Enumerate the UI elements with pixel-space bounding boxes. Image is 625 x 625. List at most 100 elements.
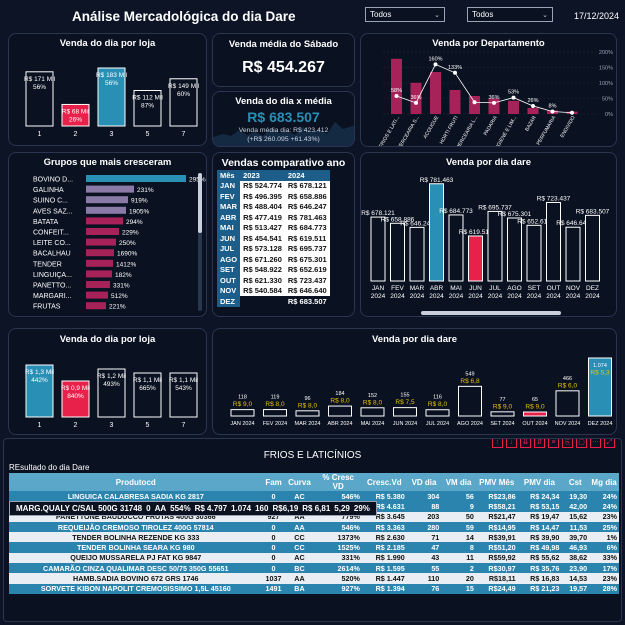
y-tick-label: PANETTO... — [33, 283, 71, 290]
table-row[interactable]: CAMARÃO CINZA QUALIMAR DESC 50/75 350G 5… — [9, 563, 619, 574]
panel-title: Vendas comparativo ano — [221, 157, 346, 169]
value-cell: 1% — [589, 532, 619, 543]
data-label-pct: 665% — [139, 385, 156, 392]
value-cell: BC — [284, 563, 315, 574]
x-tick-label: ABR — [430, 285, 444, 292]
value-cell: R$ 14,47 — [517, 521, 562, 533]
x-tick-label: BAZAR — [524, 115, 538, 133]
bar — [86, 281, 110, 288]
data-label-pct: 87% — [141, 103, 154, 110]
table-row[interactable]: PANETTONE BAUDUCCO FRUTAS 400G 30366 927 A… — [9, 511, 619, 522]
value-cell: R$ 621.330 — [240, 275, 285, 286]
bar — [328, 405, 352, 417]
column-header[interactable]: 2024 — [284, 170, 330, 181]
value-cell: R$ 4.631 — [361, 501, 407, 512]
value-cell: 0 — [144, 503, 153, 514]
filter-select-1-value: Todos — [370, 10, 392, 19]
data-label: 1412% — [116, 261, 136, 268]
value-cell: R$14,95 — [475, 521, 518, 533]
toolbar-button[interactable]: ⇊ — [520, 439, 531, 448]
value-cell: 304 — [406, 491, 442, 502]
column-header[interactable]: Fam — [262, 473, 285, 491]
value-cell: 8 — [441, 542, 476, 553]
bar — [86, 206, 126, 214]
value-cell: R$6,19 — [270, 503, 301, 514]
kpi-title: Venda média do Sábado — [228, 39, 339, 50]
table-row[interactable]: TENDER BOLINHA REZENDE KG 333 0 CC 1373% R$ … — [9, 532, 619, 543]
column-header[interactable]: Mg dia — [589, 473, 619, 491]
value-cell: R$ 24,34 — [517, 491, 562, 502]
y-tick-label: 150% — [599, 66, 613, 72]
value-cell: CC — [284, 532, 315, 543]
table-title: FRIOS E LATICÍNIOS — [263, 450, 362, 461]
table-row[interactable]: HAMB.SADIA BOVINO 672 GRS 1746 1037 AA 520%… — [9, 573, 619, 584]
product-cell: SORVETE KIBON NAPOLIT CREMOSISSIMO 1,5L … — [9, 583, 263, 594]
filter-select-1[interactable]: Todos ⌄ — [365, 7, 445, 22]
toolbar-button[interactable]: ↑ — [492, 439, 503, 448]
table-row[interactable]: TENDER BOLINHA SEARA KG 980 0 CC 1525% R$ 2.… — [9, 542, 619, 553]
toolbar-button[interactable]: ⤢ — [604, 439, 615, 448]
value-cell: 1037 — [262, 573, 285, 584]
x-tick-label: 7 — [182, 422, 186, 429]
table-row[interactable]: REQUEIJÃO CREMOSO TIROLEZ 400G 57814 0 AA 5… — [9, 521, 619, 533]
value-cell: 2 — [441, 563, 476, 574]
toolbar-button[interactable]: ⎘ — [562, 439, 573, 448]
value-cell: 46,93 — [561, 542, 590, 553]
value-cell: R$ 488.404 — [240, 201, 285, 212]
column-header[interactable]: 2023 — [240, 170, 285, 181]
data-label-count: 96 — [304, 396, 310, 402]
x-tick-label: ENDIVIDO — [559, 115, 576, 139]
filter-select-2[interactable]: Todos ⌄ — [467, 7, 553, 22]
column-header[interactable]: Cresc.Vd — [361, 473, 407, 491]
y-tick-label: SUINO C... — [33, 198, 68, 205]
data-label: 1905% — [129, 208, 149, 215]
chevron-down-icon: ⌄ — [434, 11, 440, 19]
x-tick-label: 2024 — [546, 293, 561, 300]
data-label: 231% — [137, 187, 154, 194]
month-cell: AGO — [217, 254, 241, 265]
data-label-price: R$ 8,0 — [363, 399, 383, 406]
data-label-price: R$ 9,0 — [525, 404, 545, 411]
data-label-pct: 56% — [33, 84, 46, 91]
bar — [97, 67, 126, 127]
table-row[interactable]: LINGUICA CALABRESA SADIA KG 2817 0 AC 546% R… — [9, 491, 619, 502]
value-cell: 546% — [314, 491, 362, 502]
data-label: 36% — [488, 95, 499, 101]
data-label: 133% — [448, 65, 462, 71]
table-row[interactable]: MARG.QUALY C/SAL 500G 31748 0 AA 554% R$ 4.7… — [9, 501, 377, 517]
data-label: R$ 619.511 — [459, 229, 493, 236]
column-header[interactable]: Curva — [284, 473, 315, 491]
column-header[interactable]: % Cresc VD — [314, 473, 362, 491]
column-header[interactable]: VD dia — [406, 473, 442, 491]
scrollbar-thumb[interactable] — [198, 173, 202, 233]
toolbar-button[interactable]: ⇵ — [534, 439, 545, 448]
product-cell: LINGUICA CALABRESA SADIA KG 2817 — [9, 491, 263, 502]
column-header[interactable]: Mês — [217, 170, 241, 181]
table-row[interactable]: SORVETE KIBON NAPOLIT CREMOSISSIMO 1,5L … — [9, 583, 619, 594]
column-header[interactable]: Cst — [561, 473, 590, 491]
column-header[interactable]: PMV dia — [517, 473, 562, 491]
toolbar-button[interactable]: ▢ — [576, 439, 587, 448]
bar — [86, 175, 186, 182]
bar — [86, 270, 112, 278]
table-row[interactable]: QUEIJO MUSSARELA PJ FAT KG 9847 0 AC 331% R$… — [9, 552, 619, 564]
product-cell: REQUEIJÃO CREMOSO TIROLEZ 400G 57814 — [9, 521, 263, 533]
toolbar-button[interactable]: ↓ — [506, 439, 517, 448]
panel-title: Venda do dia por loja — [59, 38, 156, 49]
column-header[interactable]: VM dia — [441, 473, 476, 491]
value-cell: R$ 678.121 — [284, 180, 330, 191]
month-cell: MAR — [217, 201, 241, 212]
data-label-value: R$ 171 Mil — [24, 76, 56, 83]
toolbar-button[interactable]: ≡ — [548, 439, 559, 448]
data-label-count: 77 — [499, 397, 505, 403]
scrollbar[interactable] — [198, 173, 202, 311]
toolbar-button[interactable]: ⋯ — [590, 439, 601, 448]
value-cell: 927 — [262, 511, 285, 522]
panel-frios-laticinios: ↑ ↓ ⇊ ⇵ ≡ ⎘ ▢ ⋯ ⤢ FRIOS E LATICÍNIOS REsultado d… — [3, 438, 622, 622]
column-header[interactable]: PMV Mês — [475, 473, 518, 491]
data-label-pct: 493% — [103, 381, 120, 388]
sparkline — [213, 122, 354, 146]
data-label: R$ 678.121 — [361, 210, 395, 217]
value-cell: R$ 454.541 — [240, 233, 285, 244]
column-header[interactable]: Produtocd — [9, 473, 263, 491]
